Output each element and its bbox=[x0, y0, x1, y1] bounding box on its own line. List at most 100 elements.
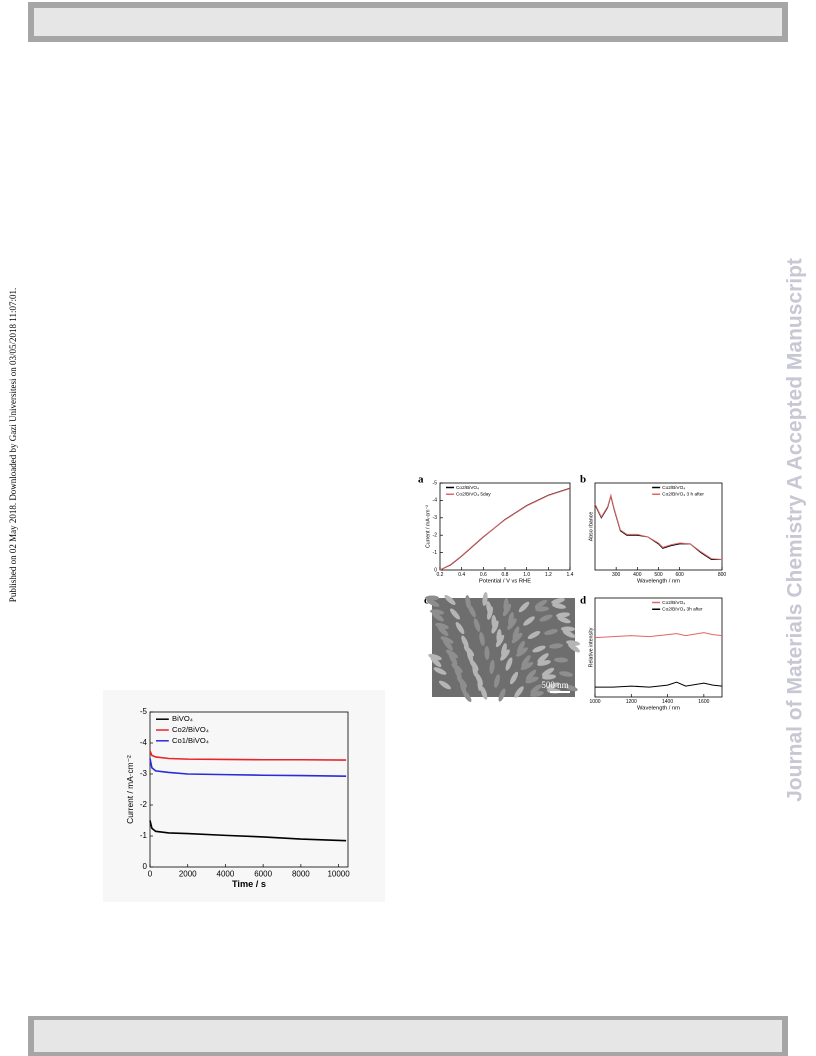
sem-texture bbox=[556, 612, 570, 618]
legend-label: Co2/BiVO₄ bbox=[662, 600, 685, 606]
x-tick-label: 800 bbox=[718, 572, 727, 578]
sem-texture bbox=[468, 604, 476, 618]
y-tick-label: -4 bbox=[140, 738, 148, 747]
x-tick-label: 0.2 bbox=[437, 572, 444, 578]
legend-label: Co1/BiVO₄ bbox=[172, 736, 209, 745]
panel-label: a bbox=[418, 474, 424, 486]
sem-texture bbox=[544, 629, 558, 635]
sem-texture bbox=[438, 680, 452, 690]
y-tick-label: -3 bbox=[140, 769, 148, 778]
plot-frame bbox=[149, 711, 349, 868]
x-axis-label: Time / s bbox=[232, 879, 266, 889]
sem-texture bbox=[541, 667, 555, 677]
x-tick-label: 0.8 bbox=[502, 572, 509, 578]
x-tick-label: 6000 bbox=[254, 869, 272, 878]
x-tick-label: 400 bbox=[633, 572, 642, 578]
y-tick-label: -5 bbox=[140, 707, 148, 716]
y-axis-label: Current / mA·cm⁻² bbox=[425, 505, 431, 548]
sem-texture bbox=[505, 657, 513, 671]
sem-texture bbox=[525, 676, 539, 684]
sem-texture bbox=[448, 652, 458, 666]
sem-texture bbox=[564, 684, 578, 692]
sem-texture bbox=[514, 686, 524, 698]
panel-label: d bbox=[580, 595, 586, 607]
sem-texture bbox=[525, 669, 537, 681]
sem-texture bbox=[523, 616, 535, 626]
sem-texture bbox=[459, 680, 467, 694]
sem-texture bbox=[554, 657, 568, 663]
y-axis-label: Current / mA·cm⁻² bbox=[125, 755, 135, 824]
y-axis-label: Relative intensity bbox=[588, 627, 594, 667]
sem-texture bbox=[557, 616, 571, 624]
x-tick-label: 1.2 bbox=[545, 572, 552, 578]
sem-texture bbox=[549, 643, 563, 649]
x-tick-label: 1.4 bbox=[567, 572, 574, 578]
series-line bbox=[594, 493, 723, 561]
sem-texture bbox=[443, 639, 453, 651]
legend-label: Co2/BiVO₄ bbox=[456, 485, 479, 491]
sem-texture bbox=[527, 630, 541, 640]
sem-texture bbox=[551, 597, 565, 605]
legend-label: Co2/BiVO₄ 3 h after bbox=[662, 492, 704, 498]
sem-texture bbox=[507, 618, 517, 630]
y-tick-label: -2 bbox=[433, 533, 438, 539]
sem-texture bbox=[537, 653, 549, 663]
sem-texture bbox=[466, 649, 474, 663]
watermark: Journal of Materials Chemistry A Accepte… bbox=[784, 258, 807, 802]
y-tick-label: -1 bbox=[433, 550, 438, 556]
sem-texture bbox=[426, 599, 440, 607]
sem-texture bbox=[512, 626, 520, 640]
sem-texture bbox=[491, 620, 499, 634]
x-tick-label: 0.6 bbox=[480, 572, 487, 578]
x-tick-label: 0 bbox=[148, 869, 153, 878]
legend-label: Co2/BiVO₄ 3h after bbox=[662, 607, 703, 613]
sem-texture bbox=[472, 663, 478, 677]
y-axis-label: Abso rbance bbox=[588, 512, 594, 542]
sem-texture bbox=[444, 595, 456, 605]
panel-label: c bbox=[424, 595, 429, 607]
sem-texture bbox=[494, 674, 500, 688]
x-axis-label: Potential / V vs RHE bbox=[479, 579, 531, 585]
legend-label: Co2/BiVO₄ bbox=[172, 725, 209, 734]
legend-label: Co2/BiVO₄ bbox=[662, 485, 685, 491]
sem-texture bbox=[461, 635, 469, 649]
series-line bbox=[149, 758, 347, 777]
sem-texture bbox=[521, 655, 531, 667]
sem-texture bbox=[477, 677, 483, 691]
y-tick-label: 0 bbox=[434, 567, 437, 573]
x-tick-label: 1.0 bbox=[523, 572, 530, 578]
x-axis-label: Wavelength / nm bbox=[637, 706, 680, 712]
y-tick-label: -3 bbox=[433, 515, 438, 521]
sem-texture bbox=[539, 614, 553, 622]
y-tick-label: -4 bbox=[433, 498, 438, 504]
y-tick-label: -1 bbox=[140, 831, 148, 840]
sem-texture bbox=[498, 688, 506, 702]
sem-texture bbox=[479, 632, 485, 646]
series-line bbox=[149, 750, 347, 761]
sem-texture bbox=[552, 603, 566, 609]
sem-texture bbox=[530, 691, 544, 697]
sem-texture bbox=[489, 660, 495, 674]
sem-texture bbox=[559, 671, 573, 677]
x-axis-label: Wavelength / nm bbox=[637, 579, 680, 585]
legend-label: BiVO₄ bbox=[172, 714, 193, 723]
sem-texture bbox=[437, 625, 449, 637]
sem-texture bbox=[428, 653, 442, 661]
sem-texture bbox=[502, 603, 512, 617]
series-line bbox=[595, 681, 723, 688]
side-note: Published on 02 May 2018. Downloaded by … bbox=[8, 288, 18, 602]
x-tick-label: 1000 bbox=[589, 699, 600, 705]
x-tick-label: 8000 bbox=[292, 869, 310, 878]
sem-texture bbox=[465, 595, 471, 609]
sem-texture bbox=[455, 621, 465, 635]
sem-texture bbox=[432, 612, 444, 622]
footer-bar bbox=[28, 1016, 788, 1056]
sem-texture bbox=[484, 646, 490, 660]
sem-texture bbox=[518, 601, 530, 613]
series-line bbox=[594, 632, 723, 639]
sem-texture bbox=[537, 660, 551, 666]
sem-texture bbox=[450, 608, 460, 620]
x-tick-label: 1400 bbox=[662, 699, 673, 705]
